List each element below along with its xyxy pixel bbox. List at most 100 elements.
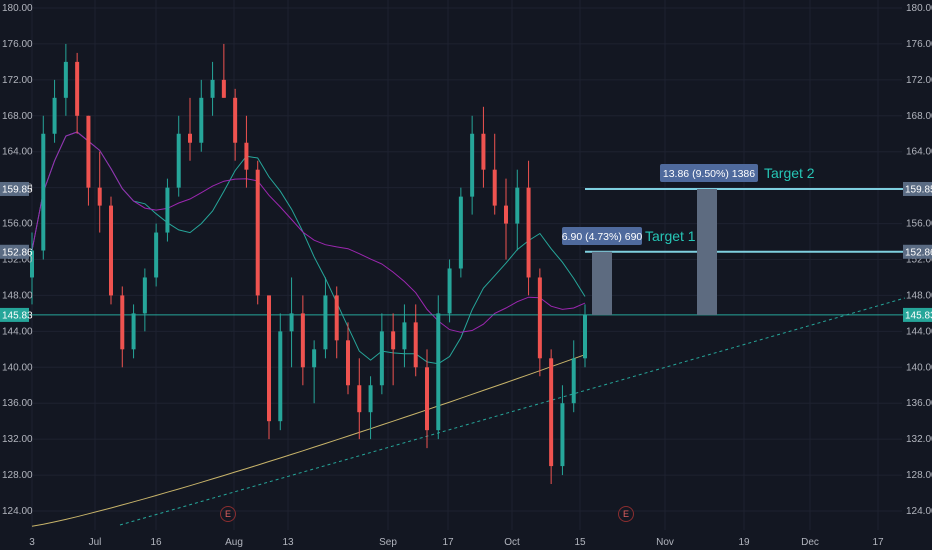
x-tick-label: 3 (29, 537, 35, 548)
y-tick-label-right: 156.00 (906, 219, 932, 230)
candle-body (368, 385, 373, 413)
candle-body (30, 250, 34, 278)
target-2-annotation[interactable]: 13.86 (9.50%) 1386 Target 2 (660, 164, 815, 182)
y-axis-right: 180.00176.00172.00168.00164.00160.00156.… (906, 3, 932, 517)
x-axis: 3 Jul 16 Aug 13 Sep 17 Oct 15 Nov 19 Dec 17 (29, 537, 884, 548)
candle-body (120, 295, 125, 350)
ma-slow-line (31, 354, 586, 527)
y-tick-label-right: 124.00 (906, 506, 932, 517)
y-tick-label-left: 180.00 (2, 3, 33, 14)
y-tick-label-right: 180.00 (906, 3, 932, 14)
candle-body (413, 322, 418, 368)
x-tick-label: Nov (656, 537, 674, 548)
svg-text:E: E (225, 509, 231, 519)
candle-body (515, 187, 520, 224)
x-tick-label: 17 (872, 537, 884, 548)
y-tick-label-right: 140.00 (906, 362, 932, 373)
target-1-stats: 6.90 (4.73%) 690 (562, 231, 643, 243)
price-badge-label-right: 145.83 (905, 310, 932, 321)
y-axis-left: 180.00176.00172.00168.00164.00160.00156.… (2, 3, 33, 517)
y-tick-label-right: 152.00 (906, 255, 932, 266)
candle-body (109, 205, 113, 296)
candle-body (300, 313, 305, 368)
candle-body (425, 367, 429, 431)
y-tick-label-left: 136.00 (2, 398, 33, 409)
candle-body (63, 61, 68, 98)
candle-body (436, 313, 441, 431)
candle-body (176, 133, 181, 188)
candle-body (142, 277, 147, 314)
candle-body (188, 133, 192, 143)
candle-body (233, 97, 238, 143)
candle-body (447, 268, 452, 314)
y-tick-label-left: 132.00 (2, 434, 33, 445)
candle-body (549, 358, 554, 467)
y-tick-label-right: 164.00 (906, 147, 932, 158)
x-tick-label: 15 (574, 537, 586, 548)
y-tick-label-right: 176.00 (906, 39, 932, 50)
target-1-label-box (562, 227, 642, 245)
candle-body (75, 61, 80, 116)
earnings-marker-2[interactable]: E (618, 506, 634, 522)
target-2-stats: 13.86 (9.50%) 1386 (663, 168, 755, 180)
y-tick-label-right: 168.00 (906, 111, 932, 122)
price-badge-label-left: 159.85 (2, 184, 33, 195)
target-lines (30, 187, 903, 316)
candle-body (289, 313, 294, 332)
y-tick-label-right: 148.00 (906, 290, 932, 301)
earnings-marker-1[interactable]: E (220, 506, 236, 522)
x-tick-label: 17 (442, 537, 454, 548)
candle-body (560, 403, 565, 467)
candle-body (391, 331, 396, 350)
target-1-projection-bar (592, 251, 612, 315)
x-tick-label: Oct (504, 537, 520, 548)
projection-bars (592, 188, 717, 315)
y-tick-label-right: 136.00 (906, 398, 932, 409)
y-tick-label-left: 124.00 (2, 506, 33, 517)
target-2-label-box (660, 164, 758, 182)
price-badge-right (903, 244, 932, 259)
candle-body (571, 358, 576, 404)
candle-body (470, 133, 475, 197)
candle-body (357, 385, 362, 413)
price-badge-label-left: 145.83 (2, 310, 33, 321)
x-tick-label: 19 (738, 537, 750, 548)
x-tick-label: Jul (89, 537, 102, 548)
y-tick-label-left: 172.00 (2, 75, 33, 86)
candle-body (154, 232, 159, 278)
candle-body (346, 340, 350, 386)
candle-body (255, 169, 260, 296)
target-1-annotation[interactable]: 6.90 (4.73%) 690 Target 1 (562, 227, 696, 245)
candle-body (199, 97, 204, 143)
candle-body (312, 349, 317, 368)
candle-body (379, 331, 384, 386)
candle-body (267, 295, 271, 422)
x-tick-label: 13 (282, 537, 294, 548)
y-tick-label-left: 140.00 (2, 362, 33, 373)
price-badges: 159.85 159.85 152.86 152.86 145.83 145.83 (0, 181, 932, 322)
candle-body (526, 187, 531, 278)
y-tick-label-right: 172.00 (906, 75, 932, 86)
y-tick-label-left: 148.00 (2, 290, 33, 301)
price-badge-left (0, 181, 29, 196)
y-tick-label-left: 168.00 (2, 111, 33, 122)
candle-body (41, 133, 46, 251)
y-tick-label-right: 128.00 (906, 470, 932, 481)
svg-text:E: E (623, 509, 629, 519)
candle-body (492, 169, 497, 206)
price-badge-left (0, 244, 29, 259)
candle-body (537, 277, 542, 359)
candle-body (323, 295, 328, 350)
y-tick-label-left: 164.00 (2, 147, 33, 158)
candle-body (504, 205, 508, 224)
target-1-text: Target 1 (645, 228, 696, 244)
candle-body (583, 314, 587, 359)
y-tick-label-left: 176.00 (2, 39, 33, 50)
price-badge-label-right: 152.86 (905, 247, 932, 258)
candle-body (402, 322, 407, 350)
y-tick-label-left: 152.00 (2, 255, 33, 266)
candle-body (86, 115, 91, 188)
price-badge-label-right: 159.85 (905, 184, 932, 195)
